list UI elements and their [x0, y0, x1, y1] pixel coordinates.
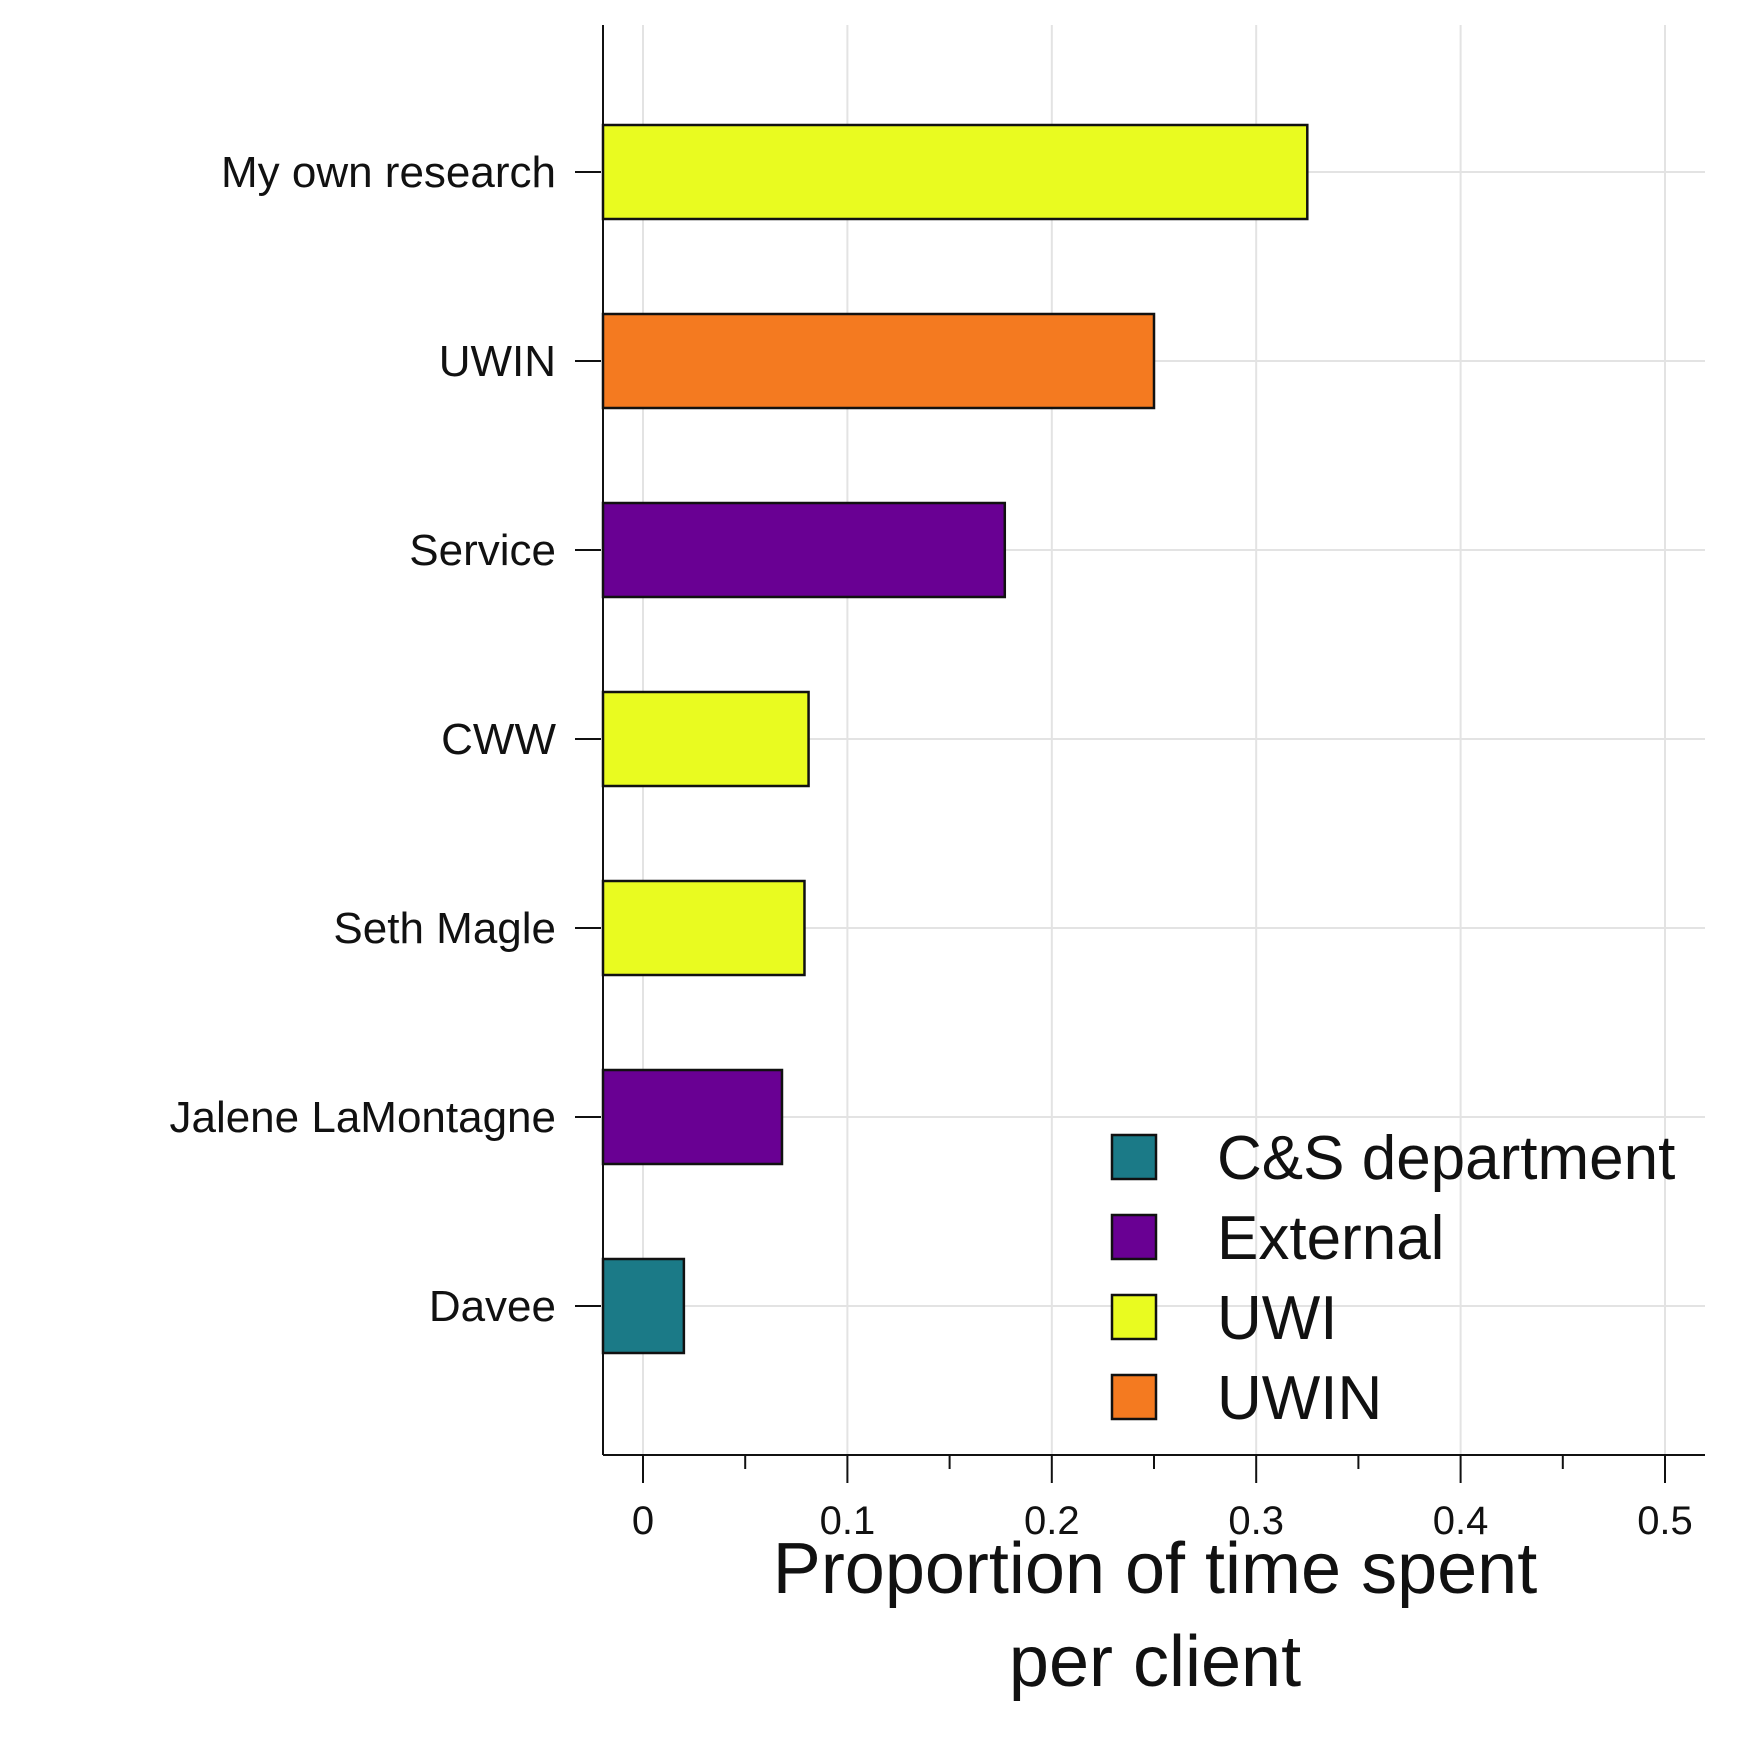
x-tick-label-0: 0: [632, 1499, 654, 1543]
x-tick-label-1: 0.1: [820, 1499, 876, 1543]
y-tick-label-3: CWW: [441, 715, 556, 764]
legend-swatch-3: [1110, 1373, 1158, 1421]
bar-6: [601, 1257, 686, 1355]
bar-1: [601, 312, 1156, 410]
bar-3: [601, 690, 810, 788]
x-tick-label-5: 0.5: [1637, 1499, 1693, 1543]
x-tick-label-4: 0.4: [1433, 1499, 1489, 1543]
axis-title-layer: Proportion of time spent per client: [773, 1529, 1537, 1702]
bar-0: [601, 123, 1309, 221]
legend-swatch-0: [1110, 1133, 1158, 1181]
bar-5: [601, 1068, 784, 1166]
legend-label-1: External: [1217, 1204, 1444, 1273]
bar-4: [601, 879, 806, 977]
legend: C&S department External UWI UWIN: [1110, 1124, 1675, 1433]
y-tick-label-2: Service: [409, 526, 556, 575]
y-tick-label-1: UWIN: [439, 337, 556, 386]
x-tick-label-3: 0.3: [1228, 1499, 1284, 1543]
x-axis-title-line-1: per client: [1009, 1622, 1301, 1702]
bar-2: [601, 501, 1007, 599]
axis-layer: My own research UWIN Service CWW Seth Magle J…: [169, 25, 1705, 1543]
x-tick-label-2: 0.2: [1024, 1499, 1080, 1543]
x-axis-title-line-0: Proportion of time spent: [773, 1529, 1537, 1609]
y-tick-label-6: Davee: [429, 1282, 556, 1331]
legend-swatch-2: [1110, 1293, 1158, 1341]
y-tick-label-4: Seth Magle: [333, 904, 556, 953]
legend-label-0: C&S department: [1217, 1124, 1675, 1193]
legend-label-3: UWIN: [1217, 1364, 1382, 1433]
legend-swatch-1: [1110, 1213, 1158, 1261]
y-tick-label-5: Jalene LaMontagne: [169, 1093, 556, 1142]
y-tick-label-0: My own research: [221, 148, 556, 197]
bar-layer: [601, 123, 1309, 1355]
legend-label-2: UWI: [1217, 1284, 1338, 1353]
